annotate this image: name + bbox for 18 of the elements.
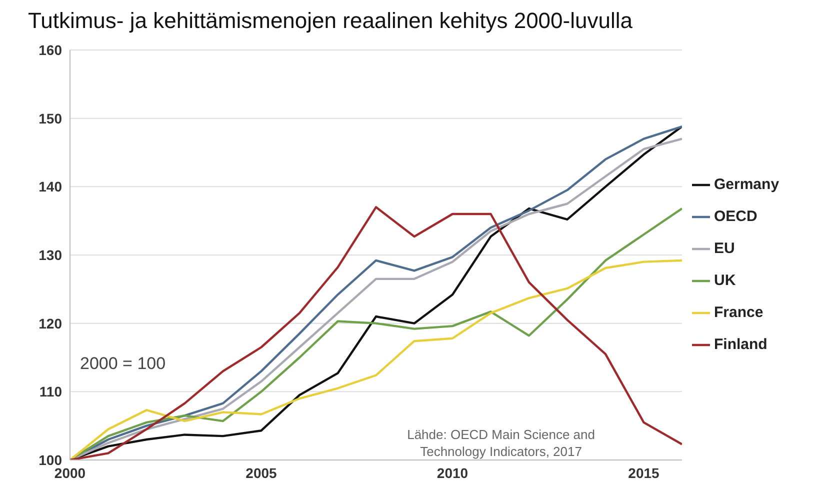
y-tick-label: 150 [38, 110, 62, 126]
legend-label: OECD [714, 208, 758, 225]
annotation: Lähde: OECD Main Science and Technology Indicators, 2017 [406, 426, 596, 460]
legend-label: Germany [714, 176, 780, 193]
legend-label: EU [714, 240, 735, 257]
legend-label: Finland [714, 336, 768, 353]
y-tick-label: 160 [38, 42, 62, 58]
legend-label: France [714, 304, 764, 321]
x-tick-label: 2005 [246, 464, 278, 481]
annotation: 2000 = 100 [80, 354, 166, 374]
y-tick-label: 140 [38, 178, 62, 195]
x-tick-label: 2015 [628, 464, 660, 481]
y-tick-label: 120 [38, 315, 62, 332]
chart-title: Tutkimus- ja kehittämismenojen reaalinen kehitys 2000-luvulla [28, 8, 634, 34]
y-tick-label: 110 [39, 384, 62, 400]
legend-label: UK [714, 272, 736, 289]
x-tick-label: 2010 [436, 464, 468, 481]
y-tick-label: 130 [38, 246, 62, 263]
